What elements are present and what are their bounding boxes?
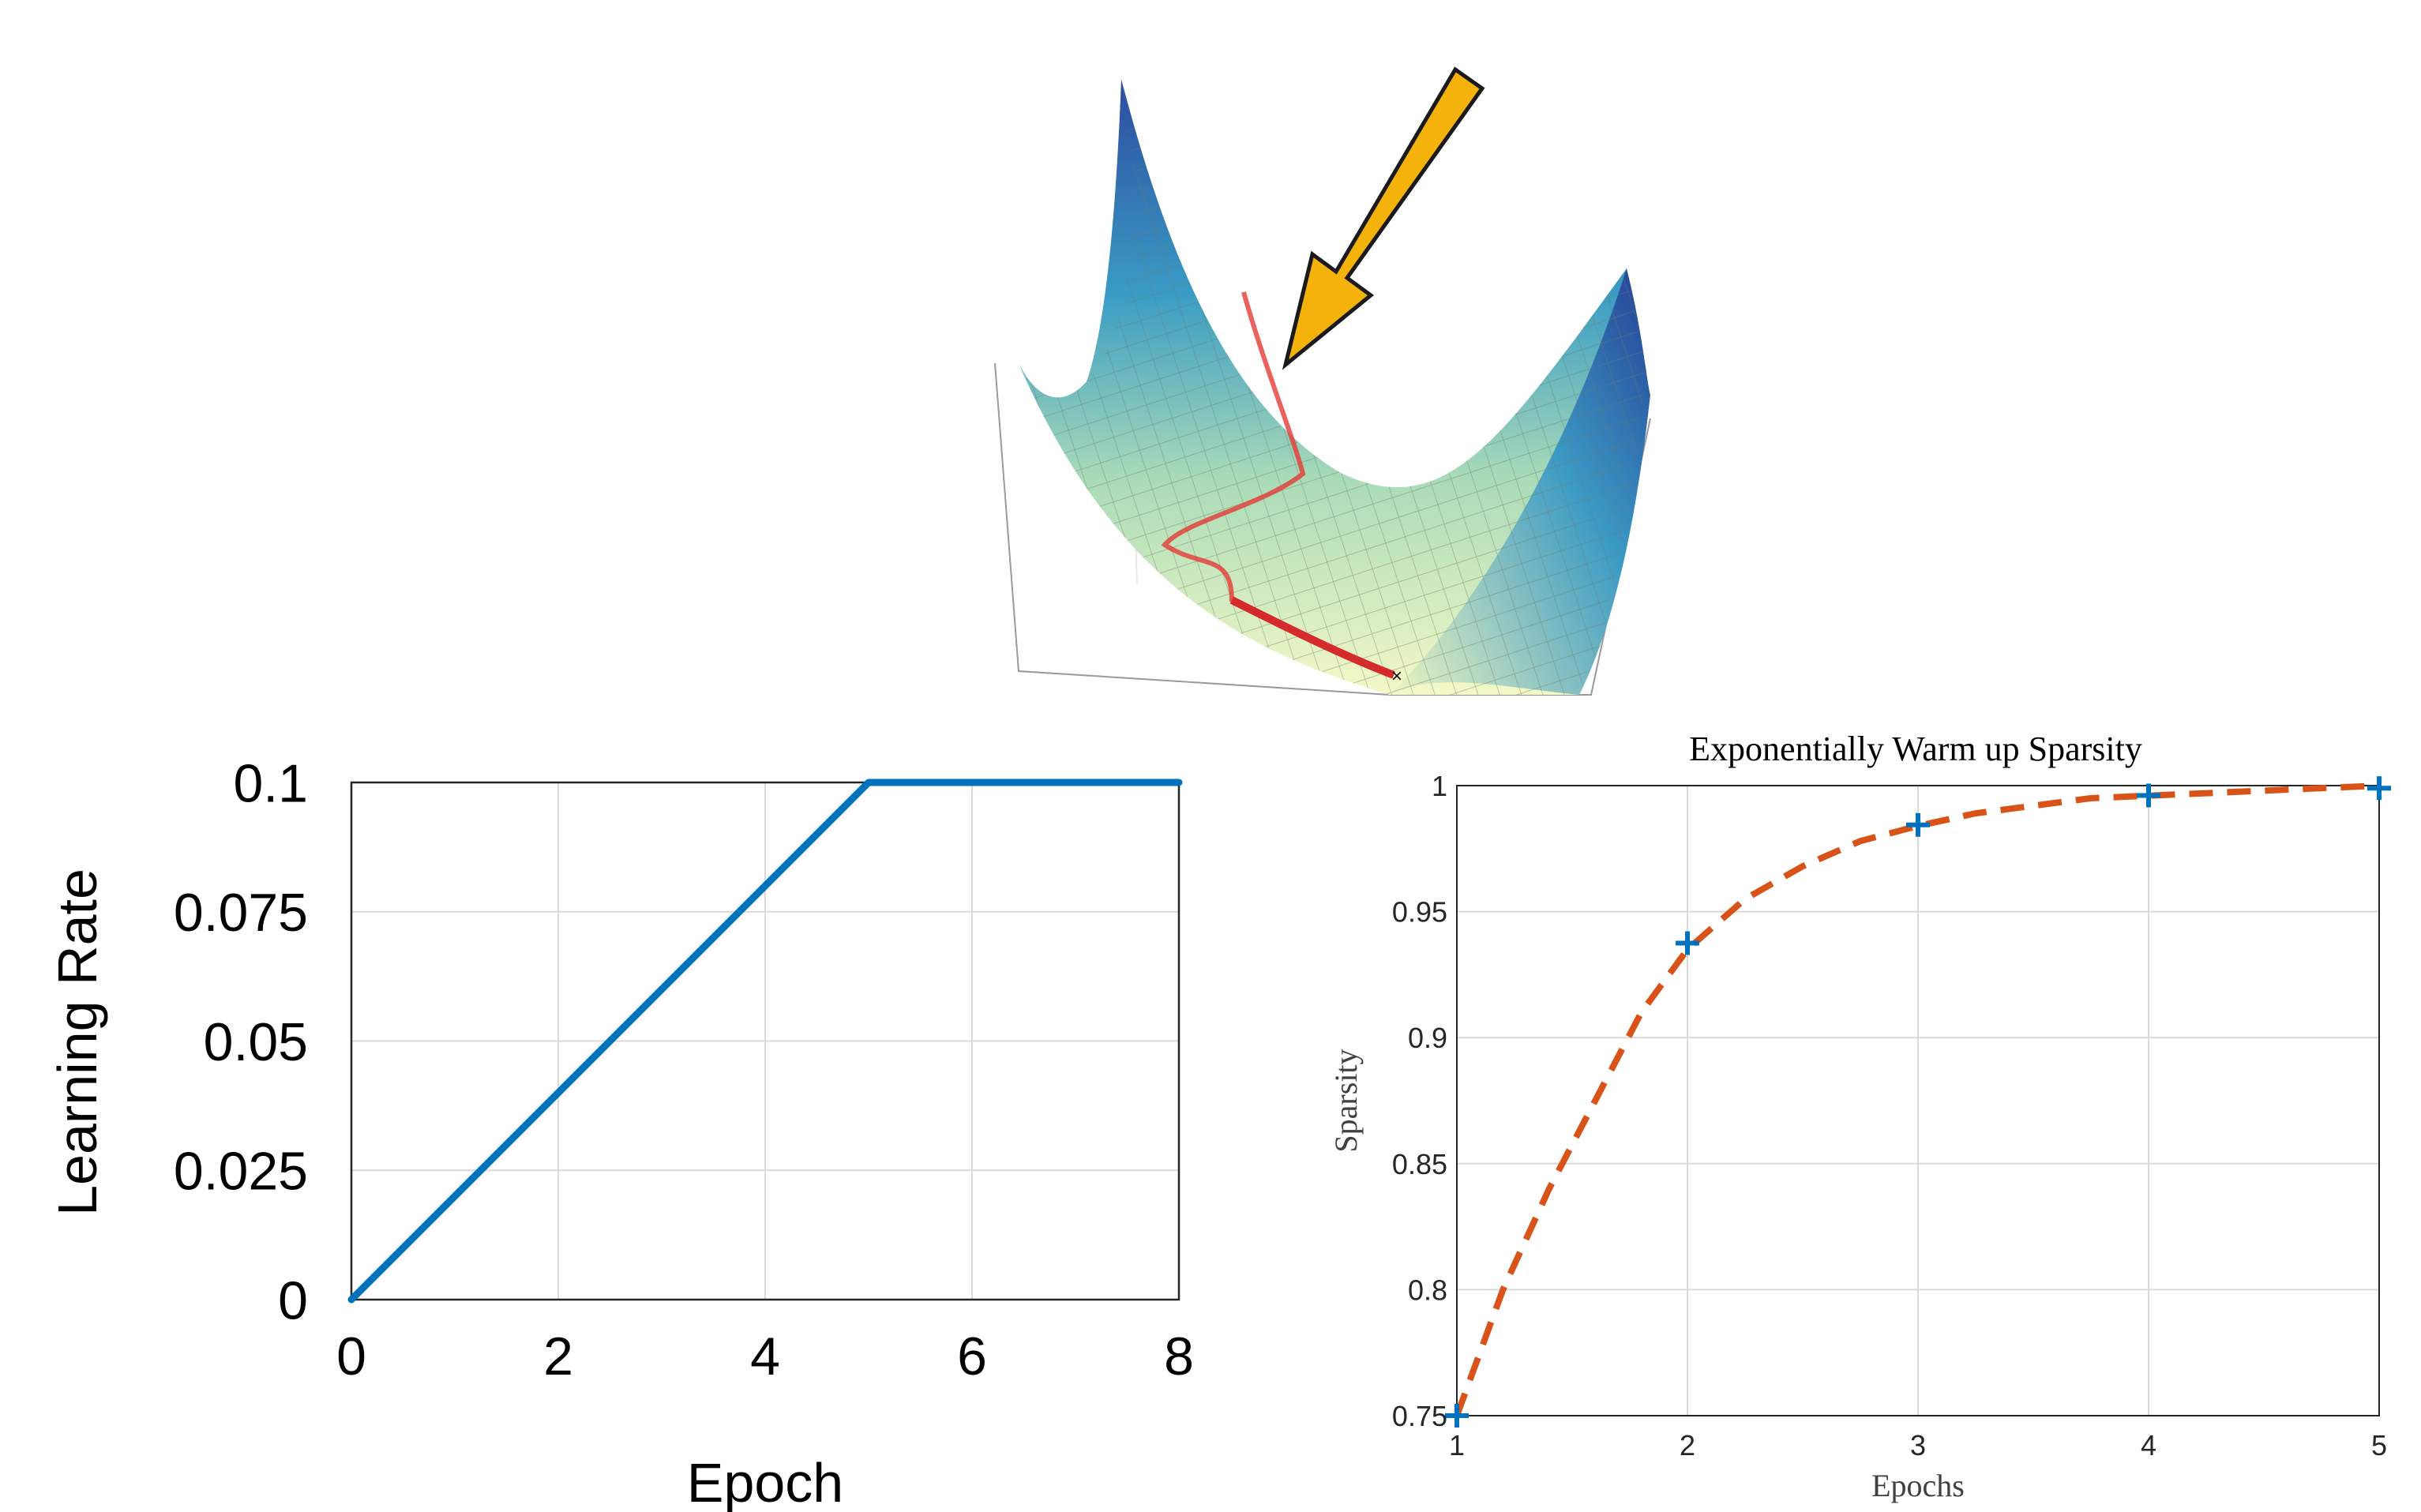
chart2-y-tick-label: 0.95: [1392, 896, 1447, 929]
chart2-marker-point: [1445, 1404, 1469, 1428]
chart2-x-tick-label: 2: [1680, 1429, 1695, 1461]
loss-surface-3d-illustration: ×: [994, 79, 1651, 696]
chart2-x-tick-label: 4: [2141, 1429, 2156, 1461]
chart2-y-tick-labels: 0.75 0.8 0.85 0.9 0.95 1: [1392, 770, 1447, 1432]
chart1-y-tick-label: 0.1: [233, 753, 308, 813]
chart1-x-tick-label: 6: [957, 1326, 987, 1386]
chart2-y-tick-label: 0.8: [1408, 1274, 1447, 1306]
chart2-marker-point: [2137, 783, 2160, 808]
chart1-grid: [351, 782, 1180, 1300]
chart1-y-tick-labels: 0 0.025 0.05 0.075 0.1: [174, 753, 308, 1330]
chart2-x-tick-label: 5: [2371, 1429, 2387, 1461]
chart1-y-tick-label: 0.075: [174, 883, 308, 943]
downward-arrow-icon: [1282, 66, 1485, 370]
chart2-y-tick-label: 0.75: [1392, 1400, 1447, 1432]
chart1-y-tick-label: 0.025: [174, 1142, 308, 1202]
chart2-y-tick-label: 1: [1432, 770, 1447, 802]
chart1-x-tick-labels: 0 2 4 6 8: [336, 1326, 1194, 1386]
chart1-x-tick-label: 8: [1164, 1326, 1194, 1386]
chart2-marker-point: [2367, 776, 2391, 801]
chart2-marker-point: [1906, 812, 1930, 837]
chart1-y-tick-label: 0.05: [204, 1012, 308, 1072]
chart2-x-tick-labels: 1 2 3 4 5: [1449, 1429, 2387, 1461]
chart1-series-line: [347, 779, 1183, 1304]
learning-rate-chart: 0 2 4 6 8 0 0.025 0.05 0.075 0.1 Epoch Learning …: [47, 753, 1194, 1512]
chart2-series: [1445, 776, 2391, 1428]
chart1-y-tick-label: 0: [278, 1270, 308, 1330]
chart2-plot-frame: [1456, 785, 2380, 1416]
sparsity-chart: Exponentially Warm up Sparsity 1 2 3 4 5 0.7…: [1328, 730, 2391, 1503]
chart1-x-axis-label: Epoch: [687, 1452, 843, 1512]
chart2-title: Exponentially Warm up Sparsity: [1689, 730, 2142, 768]
chart2-marker-point: [1676, 931, 1699, 955]
chart1-x-tick-label: 4: [750, 1326, 780, 1386]
chart2-x-axis-label: Epochs: [1871, 1468, 1965, 1503]
chart2-x-tick-label: 1: [1449, 1429, 1465, 1461]
chart1-x-tick-label: 2: [543, 1326, 573, 1386]
chart2-y-axis-label: Sparsity: [1328, 1049, 1364, 1152]
svg-text:×: ×: [1391, 666, 1402, 687]
chart2-y-tick-label: 0.85: [1392, 1148, 1447, 1180]
chart1-plot-frame: [350, 781, 1180, 1301]
chart1-series: [347, 779, 1183, 1304]
chart2-x-tick-label: 3: [1910, 1429, 1926, 1461]
chart1-x-tick-label: 0: [336, 1326, 366, 1386]
chart1-y-axis-label: Learning Rate: [47, 869, 108, 1216]
chart2-y-tick-label: 0.9: [1408, 1022, 1447, 1054]
